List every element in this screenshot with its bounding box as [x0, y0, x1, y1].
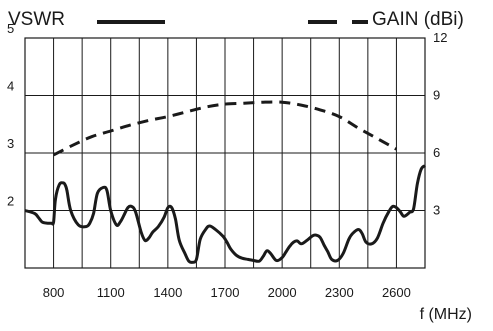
x-tick-label: 2600	[382, 285, 411, 300]
vswr-line	[24, 164, 426, 264]
y-left-tick-label: 3	[7, 136, 14, 151]
y-left-tick-label: 2	[7, 194, 14, 209]
y-right-tick-label: 12	[433, 30, 447, 45]
legend-vswr-label: VSWR	[8, 9, 65, 30]
plot-frame	[24, 37, 426, 269]
x-tick-label: 1100	[97, 285, 125, 300]
x-tick-label: 1400	[153, 285, 182, 300]
grid	[25, 38, 425, 268]
x-tick-label: 2300	[325, 285, 354, 300]
x-axis-title: f (MHz)	[420, 306, 472, 323]
y-right-tick-label: 9	[433, 88, 440, 103]
plot-border	[24, 37, 426, 269]
x-tick-label: 2000	[268, 285, 297, 300]
y-left-tick-label: 4	[7, 79, 14, 94]
legend: VSWR GAIN (dBi)	[8, 9, 464, 30]
legend-gain-label: GAIN (dBi)	[372, 9, 464, 30]
tick-labels: 800 1100 1400 1700 2000 2300 2600 2 3 4 5 3 6 9 12	[7, 21, 447, 300]
y-right-tick-label: 3	[433, 203, 440, 218]
x-tick-label: 800	[43, 285, 65, 300]
y-right-tick-label: 6	[433, 145, 440, 160]
x-tick-label: 1700	[211, 285, 240, 300]
gain-line	[52, 100, 398, 157]
y-left-tick-label: 5	[7, 21, 14, 36]
series-layer	[24, 100, 426, 264]
